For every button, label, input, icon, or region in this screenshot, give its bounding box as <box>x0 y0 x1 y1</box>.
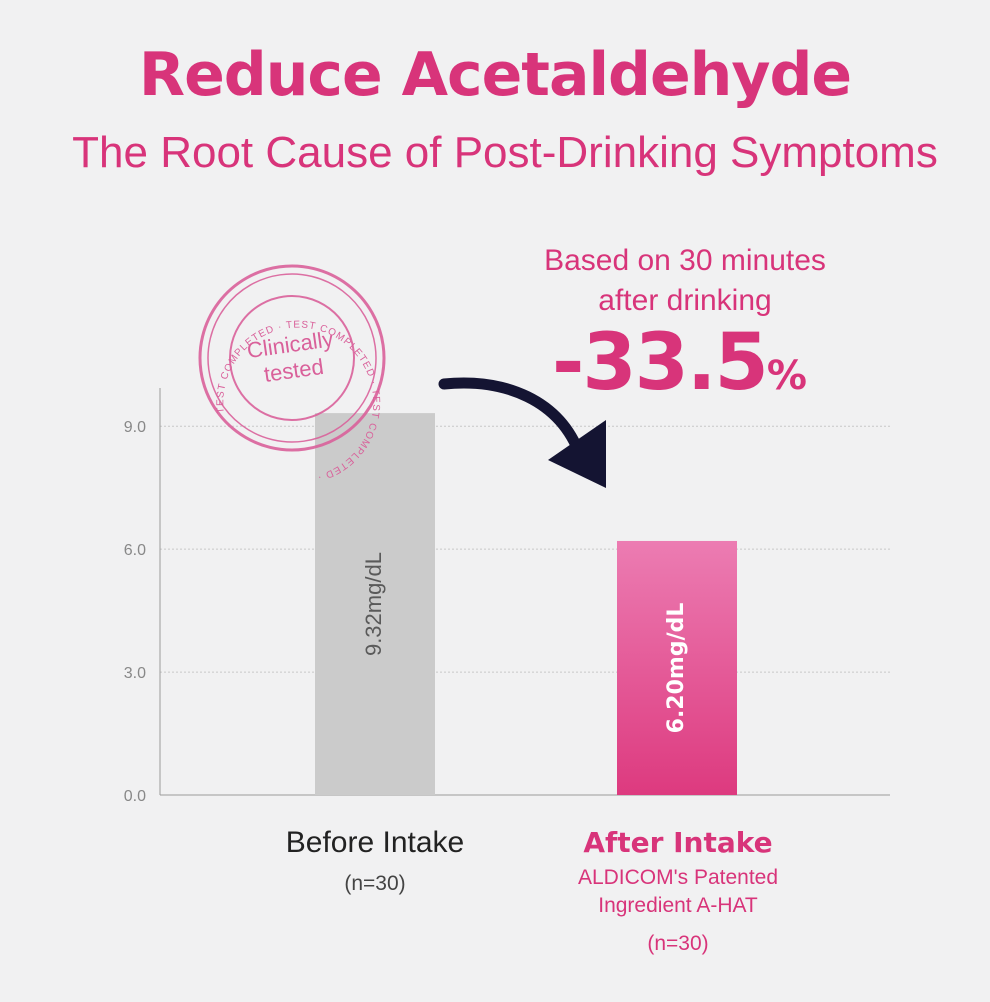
y-tick-label: 9.0 <box>124 419 146 436</box>
bars: 9.32mg/dL 6.20mg/dL <box>315 413 737 795</box>
category-after-sub1: ALDICOM's Patented <box>577 866 779 889</box>
bar-after-intake <box>617 540 737 795</box>
bar-value-label-after: 6.20mg/dL <box>664 603 689 734</box>
reduction-percentage: -33.5% <box>552 318 807 408</box>
category-after-sub2: Ingredient A-HAT <box>598 894 758 917</box>
bar-value-label-before: 9.32mg/dL <box>361 552 386 656</box>
y-axis-ticks: 0.0 3.0 6.0 9.0 <box>124 419 146 805</box>
category-after-n: (n=30) <box>647 932 709 955</box>
page-title: Reduce Acetaldehyde <box>138 40 852 110</box>
y-tick-label: 3.0 <box>124 665 146 682</box>
category-before-name: Before Intake <box>285 826 465 859</box>
page-subtitle: The Root Cause of Post-Drinking Symptoms <box>72 128 938 177</box>
category-after-name: After Intake <box>583 826 773 859</box>
bar-before-intake <box>315 413 435 795</box>
y-tick-label: 0.0 <box>124 788 146 805</box>
gridlines <box>160 425 890 673</box>
stamp-outer-ring <box>198 264 386 452</box>
reduction-value: -33.5 <box>552 318 769 408</box>
callout-line2: after drinking <box>598 284 772 317</box>
category-before-n: (n=30) <box>344 872 406 895</box>
percent-sign: % <box>766 353 807 399</box>
callout-line1: Based on 30 minutes <box>544 244 826 277</box>
stamp-center-ring <box>229 295 355 421</box>
stamp-inner-ring <box>207 273 377 443</box>
reduction-arrow-icon <box>438 377 606 488</box>
y-tick-label: 6.0 <box>124 542 146 559</box>
